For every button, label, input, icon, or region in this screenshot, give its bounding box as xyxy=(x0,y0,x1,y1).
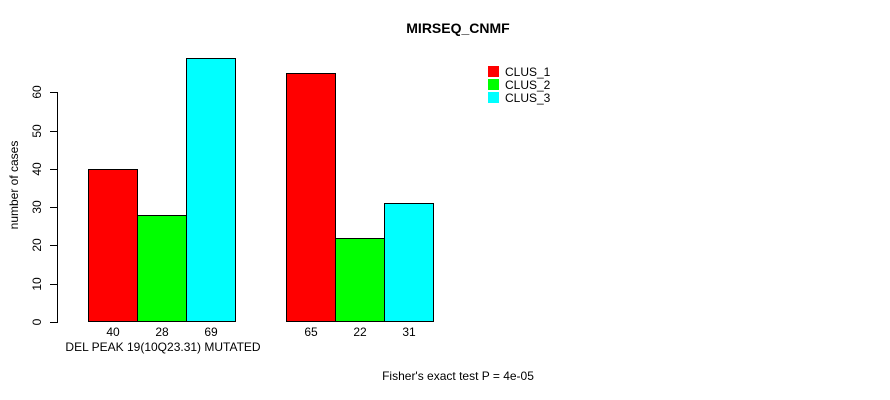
legend-label: CLUS_1 xyxy=(505,64,551,79)
bar-value-label: 40 xyxy=(106,325,120,339)
bar-clus_1-group2 xyxy=(286,73,336,322)
y-tick-label: 40 xyxy=(30,162,44,176)
bar-value-label: 65 xyxy=(304,325,318,339)
legend-swatch-icon xyxy=(488,79,499,90)
chart-title: MIRSEQ_CNMF xyxy=(406,20,510,36)
legend-label: CLUS_3 xyxy=(505,90,551,105)
y-tick-label: 50 xyxy=(30,124,44,138)
bar-value-label: 28 xyxy=(155,325,169,339)
legend-item-clus_2: CLUS_2 xyxy=(488,78,550,91)
legend-swatch-icon xyxy=(488,66,499,77)
legend: CLUS_1 CLUS_2 CLUS_3 xyxy=(488,65,550,104)
y-tick-mark xyxy=(50,92,58,93)
legend-label: CLUS_2 xyxy=(505,77,551,92)
y-tick-mark xyxy=(50,169,58,170)
y-axis-label: number of cases xyxy=(7,140,21,230)
legend-swatch-icon xyxy=(488,92,499,103)
bar-value-label: 31 xyxy=(402,325,416,339)
bar-value-label: 22 xyxy=(353,325,367,339)
bar-clus_3-group1 xyxy=(186,58,236,322)
y-tick-mark xyxy=(50,207,58,208)
y-tick-mark xyxy=(50,322,58,323)
y-tick-mark xyxy=(50,131,58,132)
y-tick-label: 60 xyxy=(30,85,44,99)
y-tick-label: 0 xyxy=(30,318,44,326)
y-tick-label: 10 xyxy=(30,277,44,291)
legend-item-clus_3: CLUS_3 xyxy=(488,91,550,104)
bar-value-label: 69 xyxy=(204,325,218,339)
bar-clus_2-group2 xyxy=(335,238,385,322)
bar-clus_3-group2 xyxy=(384,203,434,322)
legend-item-clus_1: CLUS_1 xyxy=(488,65,550,78)
y-tick-label: 30 xyxy=(30,200,44,214)
bar-clus_1-group1 xyxy=(88,169,138,322)
x-axis-group-label: DEL PEAK 19(10Q23.31) MUTATED xyxy=(65,340,261,354)
y-tick-mark xyxy=(50,245,58,246)
y-tick-label: 20 xyxy=(30,238,44,252)
bar-clus_2-group1 xyxy=(137,215,187,322)
fisher-test-annotation: Fisher's exact test P = 4e-05 xyxy=(382,369,534,383)
y-tick-mark xyxy=(50,284,58,285)
